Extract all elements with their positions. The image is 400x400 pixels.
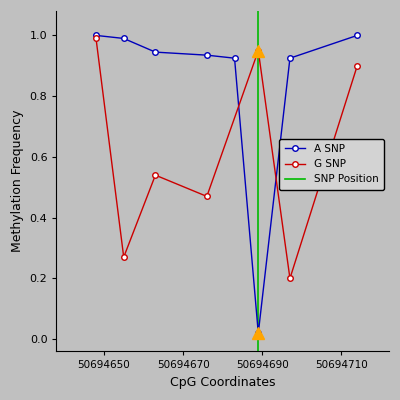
X-axis label: CpG Coordinates: CpG Coordinates [170,376,276,389]
Legend: A SNP, G SNP, SNP Position: A SNP, G SNP, SNP Position [279,139,384,190]
Y-axis label: Methylation Frequency: Methylation Frequency [11,110,24,252]
